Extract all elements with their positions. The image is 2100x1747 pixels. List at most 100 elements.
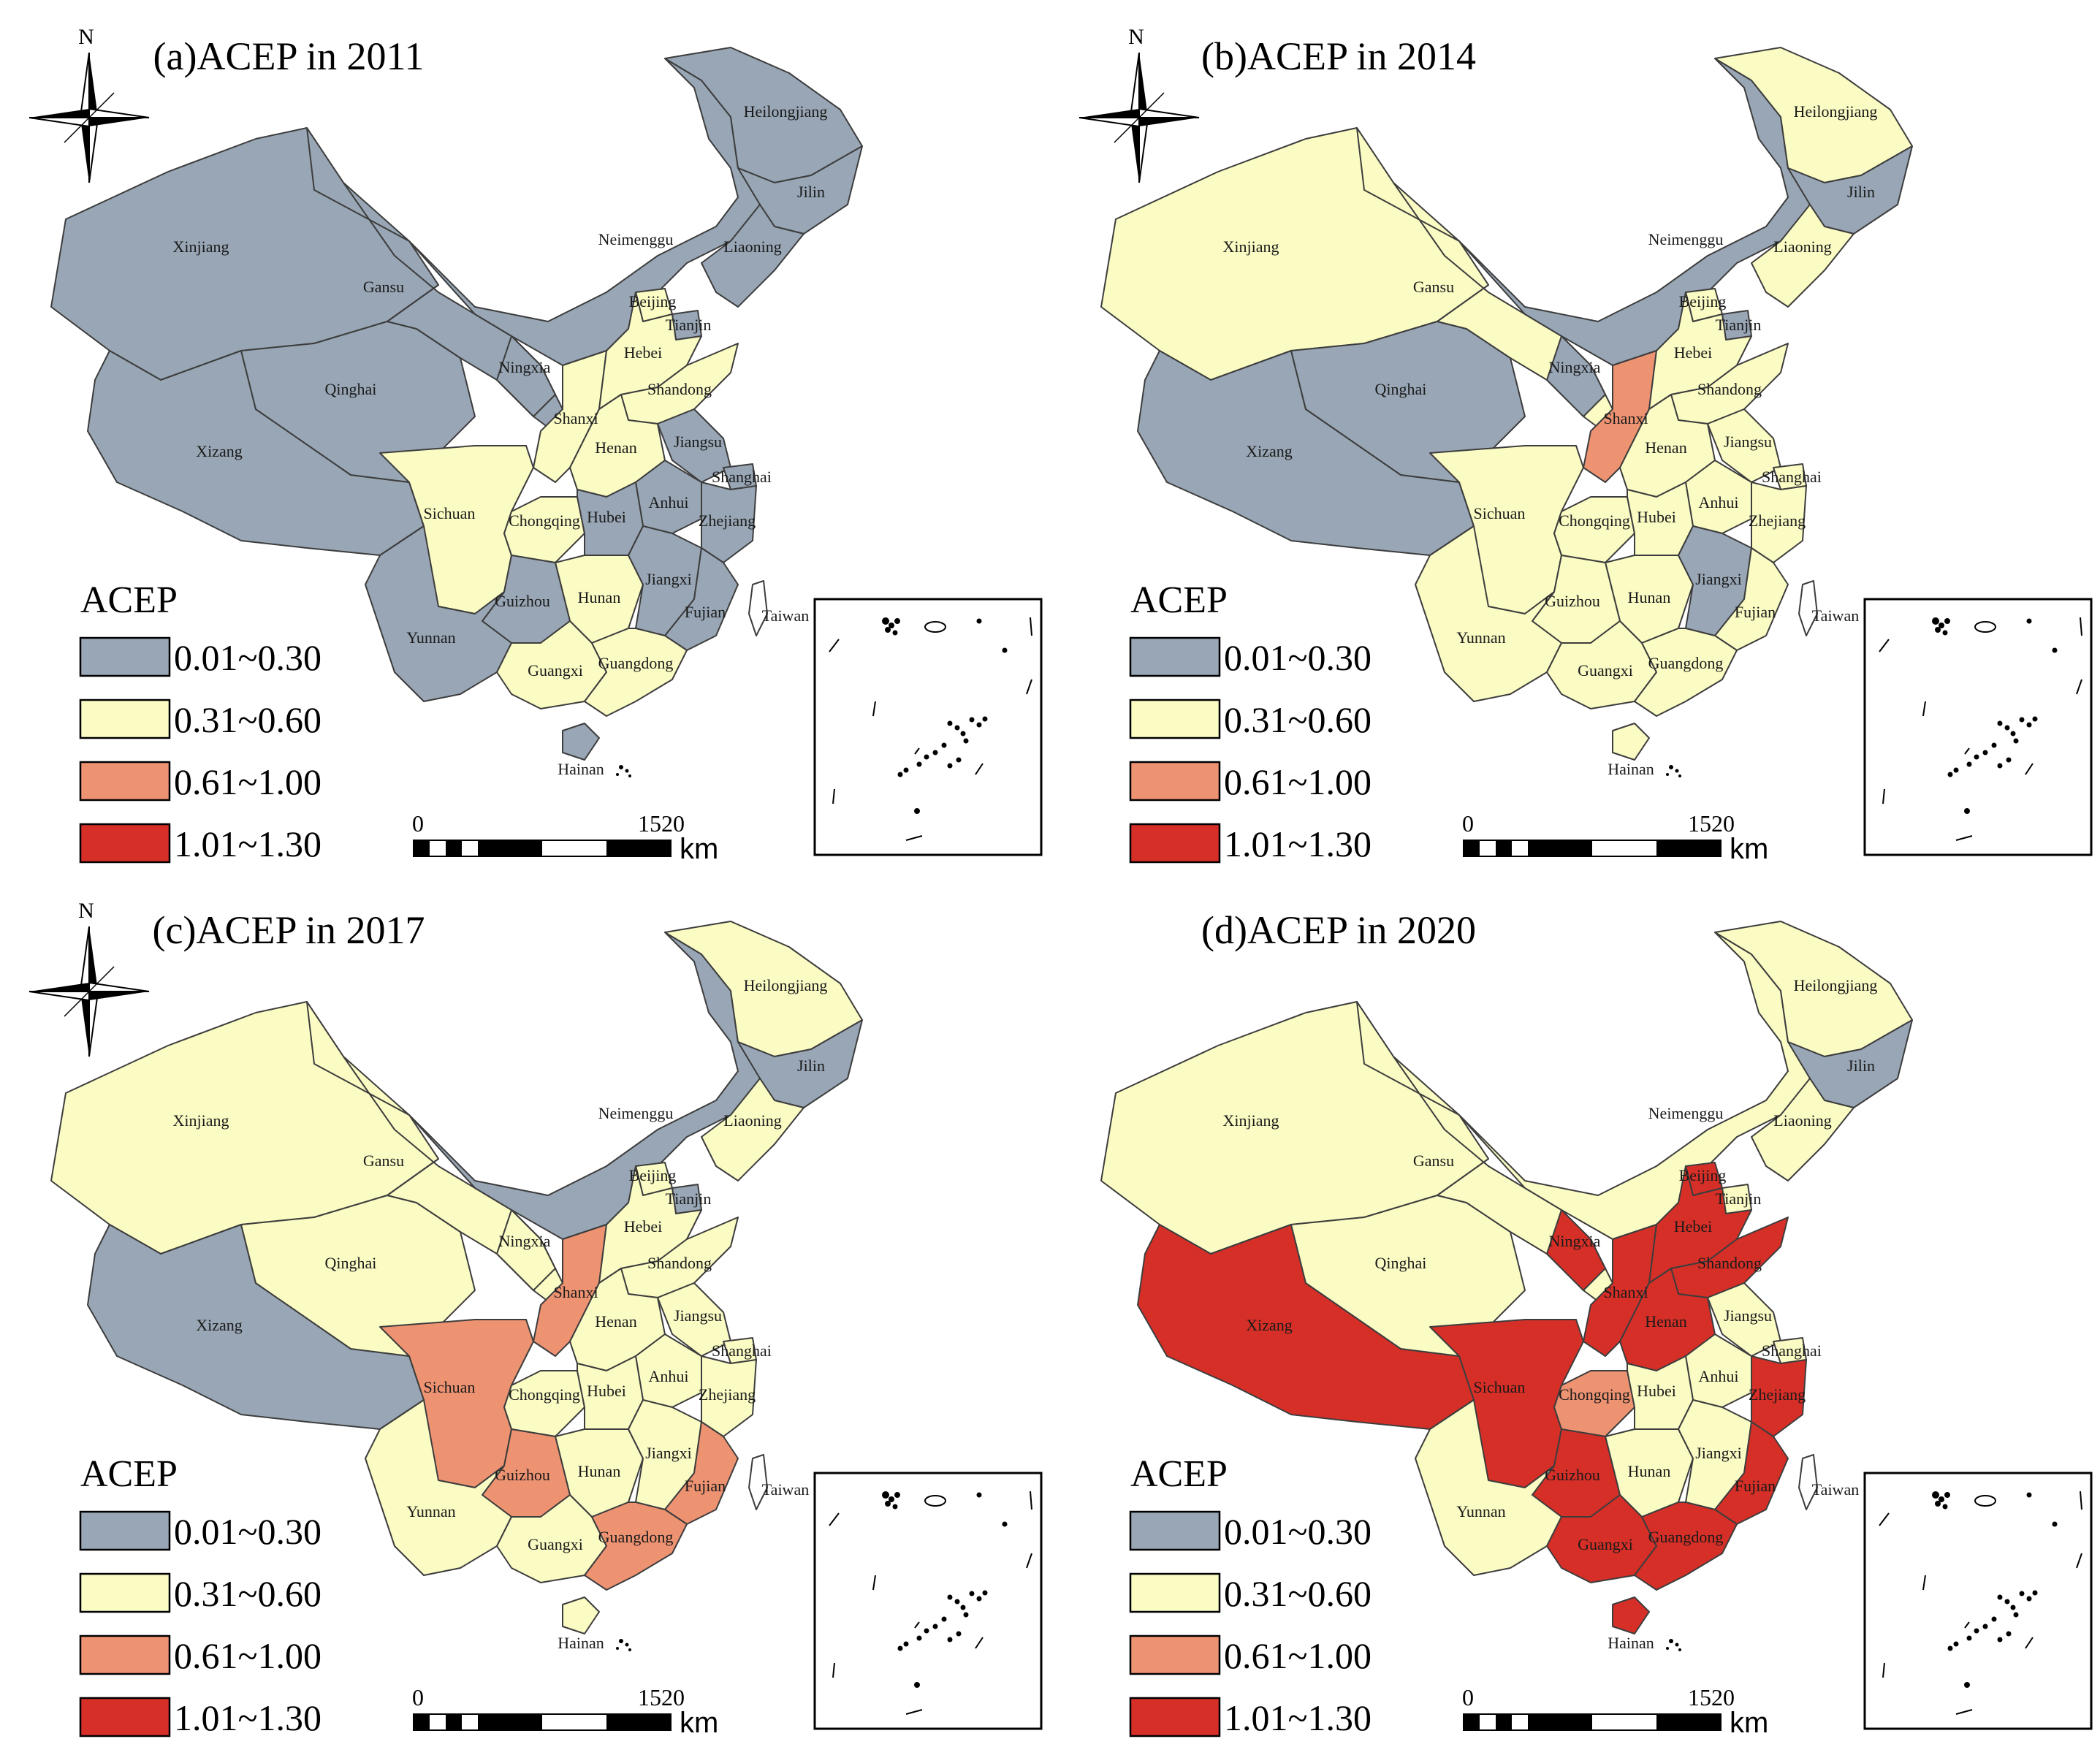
label-taiwan: Taiwan <box>762 606 809 625</box>
label-hubei: Hubei <box>1637 1382 1676 1400</box>
label-hainan: Hainan <box>1608 1634 1654 1652</box>
province-labels: Heilongjiang Jilin Liaoning Neimenggu Xi… <box>1223 102 1878 778</box>
inset-frame <box>1863 1472 2093 1730</box>
scale-label-0: 0 <box>412 1684 424 1710</box>
legend-item-3: 0.61~1.00 <box>79 761 322 802</box>
province-qinghai <box>240 1195 476 1357</box>
legend-item-3: 0.61~1.00 <box>1129 1634 1372 1676</box>
legend-swatch-4 <box>1129 823 1221 864</box>
scale-label-0: 0 <box>1462 1684 1474 1710</box>
south-china-sea-inset <box>1863 598 2093 856</box>
label-guangdong: Guangdong <box>1648 1528 1724 1546</box>
legend: ACEP 0.01~0.30 0.31~0.60 0.61~1.00 1.01~… <box>79 1453 322 1738</box>
province-liaoning <box>701 204 804 308</box>
south-china-sea-inset <box>813 598 1043 856</box>
label-shandong: Shandong <box>647 380 712 398</box>
scale-label-1520: 1520 <box>638 1684 685 1710</box>
label-shanxi: Shanxi <box>1603 409 1648 427</box>
label-neimenggu: Neimenggu <box>598 230 674 248</box>
china-map <box>1100 921 1913 1634</box>
label-neimenggu: Neimenggu <box>1648 1104 1724 1122</box>
legend-item-4: 1.01~1.30 <box>79 1697 322 1738</box>
label-jiangxi: Jiangxi <box>1695 570 1742 588</box>
legend-title: ACEP <box>80 1453 178 1495</box>
legend-label-2: 0.31~0.60 <box>174 699 322 740</box>
legend-label-4: 1.01~1.30 <box>1224 823 1372 864</box>
map-panel-3: (c)ACEP in 2017 N <box>0 874 1050 1747</box>
legend-swatch-4 <box>1129 1697 1221 1738</box>
legend-item-4: 1.01~1.30 <box>1129 1697 1372 1738</box>
label-chongqing: Chongqing <box>1559 511 1630 530</box>
label-neimenggu: Neimenggu <box>598 1104 674 1122</box>
label-shanghai: Shanghai <box>712 468 772 486</box>
legend-swatch-3 <box>79 1634 171 1675</box>
label-jiangxi: Jiangxi <box>645 570 692 588</box>
south-islands <box>616 1639 631 1651</box>
label-qinghai: Qinghai <box>1375 1254 1427 1272</box>
label-ningxia: Ningxia <box>499 358 551 376</box>
label-chongqing: Chongqing <box>509 1385 580 1404</box>
province-ningxia <box>496 335 556 417</box>
scale-label-1520: 1520 <box>1688 1684 1735 1710</box>
scale-unit: km <box>1730 833 1768 865</box>
label-tianjin: Tianjin <box>1716 316 1762 334</box>
legend-label-3: 0.61~1.00 <box>174 1635 322 1676</box>
legend: ACEP 0.01~0.30 0.31~0.60 0.61~1.00 1.01~… <box>1129 579 1372 864</box>
province-qinghai <box>1290 321 1526 483</box>
legend-label-3: 0.61~1.00 <box>174 761 322 802</box>
label-guangxi: Guangxi <box>1578 1535 1633 1553</box>
label-fujian: Fujian <box>685 603 726 621</box>
province-guangdong <box>1634 628 1738 717</box>
label-xinjiang: Xinjiang <box>1223 237 1279 256</box>
label-zhejiang: Zhejiang <box>699 511 756 530</box>
inset-frame <box>813 598 1043 856</box>
legend-swatch-1 <box>1129 1510 1221 1551</box>
label-hunan: Hunan <box>1628 588 1671 606</box>
province-zhejiang <box>1751 482 1807 563</box>
legend-label-3: 0.61~1.00 <box>1224 761 1372 802</box>
south-china-sea-inset <box>813 1472 1043 1730</box>
scale-label-0: 0 <box>1462 810 1474 837</box>
label-beijing: Beijing <box>629 292 677 311</box>
label-liaoning: Liaoning <box>1773 1111 1831 1130</box>
province-zhejiang <box>701 1355 757 1437</box>
label-heilongjiang: Heilongjiang <box>1794 976 1878 994</box>
legend-swatch-1 <box>79 636 171 677</box>
label-hainan: Hainan <box>558 760 604 778</box>
label-liaoning: Liaoning <box>723 237 781 256</box>
china-map <box>1100 47 1913 761</box>
label-chongqing: Chongqing <box>509 511 580 530</box>
label-ningxia: Ningxia <box>1549 1232 1601 1250</box>
label-guizhou: Guizhou <box>495 1466 550 1484</box>
compass-icon: N <box>28 25 150 183</box>
legend: ACEP 0.01~0.30 0.31~0.60 0.61~1.00 1.01~… <box>79 579 322 864</box>
label-heilongjiang: Heilongjiang <box>744 102 828 121</box>
label-shandong: Shandong <box>1697 1254 1762 1272</box>
province-hainan <box>1612 723 1650 761</box>
label-guizhou: Guizhou <box>495 592 550 610</box>
province-hainan <box>562 1596 600 1634</box>
legend-label-1: 0.01~0.30 <box>174 637 322 678</box>
compass-north-letter: N <box>78 899 94 923</box>
label-hubei: Hubei <box>1637 508 1676 526</box>
label-beijing: Beijing <box>1679 292 1727 311</box>
label-sichuan: Sichuan <box>1474 1378 1526 1396</box>
label-ningxia: Ningxia <box>1549 358 1601 376</box>
label-hebei: Hebei <box>624 343 663 362</box>
legend-item-2: 0.31~0.60 <box>79 1572 322 1614</box>
panel-title: (d)ACEP in 2020 <box>1201 908 1476 952</box>
south-islands <box>616 765 631 777</box>
province-labels: Heilongjiang Jilin Liaoning Neimenggu Xi… <box>1223 976 1878 1652</box>
label-shanghai: Shanghai <box>1762 468 1822 486</box>
province-ningxia <box>496 1209 556 1291</box>
label-heilongjiang: Heilongjiang <box>744 976 828 994</box>
label-taiwan: Taiwan <box>762 1480 809 1499</box>
label-shandong: Shandong <box>1697 380 1762 398</box>
label-fujian: Fujian <box>1735 603 1776 621</box>
label-sichuan: Sichuan <box>1474 504 1526 522</box>
label-chongqing: Chongqing <box>1559 1385 1630 1404</box>
label-yunnan: Yunnan <box>1456 628 1505 647</box>
compass-icon: N <box>1078 25 1200 183</box>
legend-item-1: 0.01~0.30 <box>1129 636 1372 678</box>
label-shandong: Shandong <box>647 1254 712 1272</box>
